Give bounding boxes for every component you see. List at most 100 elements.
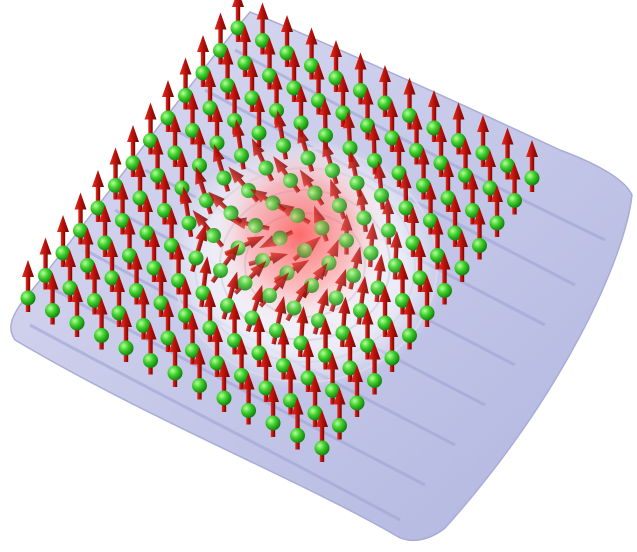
spin-arrow	[164, 207, 179, 260]
spin-sphere	[524, 170, 540, 186]
spin-sphere	[332, 418, 347, 433]
spin-sphere	[370, 280, 386, 296]
spin-arrow	[146, 230, 162, 282]
spin-sphere	[269, 323, 284, 338]
spin-sphere	[283, 173, 298, 188]
spin-sphere	[290, 208, 305, 223]
spin-arrow	[233, 260, 267, 295]
spin-arrow	[136, 287, 151, 340]
spin-sphere	[115, 213, 130, 228]
spin-sphere	[440, 190, 456, 206]
spin-sphere	[108, 178, 123, 193]
spin-sphere	[447, 225, 463, 241]
spin-sphere	[353, 83, 368, 98]
spin-sphere	[143, 133, 158, 148]
spin-sphere	[216, 170, 232, 186]
spin-arrow	[402, 297, 417, 350]
spin-sphere	[220, 298, 235, 313]
spin-sphere	[416, 178, 431, 193]
spin-arrow	[292, 236, 322, 262]
spin-sphere	[314, 440, 330, 456]
spin-arrow	[213, 144, 232, 193]
spin-arrow	[202, 290, 218, 342]
spin-arrow	[188, 223, 207, 273]
spin-sphere	[290, 428, 305, 443]
spin-sphere	[409, 143, 424, 158]
spin-sphere	[374, 188, 389, 203]
spin-sphere	[286, 80, 302, 96]
spin-sphere	[391, 165, 407, 181]
spin-sphere	[164, 238, 179, 253]
spin-arrow	[314, 410, 330, 462]
spin-sphere	[328, 70, 344, 86]
spin-arrow	[279, 15, 295, 67]
spin-arrow	[489, 185, 505, 237]
spin-arrow	[139, 195, 155, 247]
spin-arrow	[55, 215, 71, 267]
spin-arrow	[143, 102, 158, 155]
spin-sphere	[300, 150, 316, 166]
spin-arrow	[115, 182, 130, 235]
spin-sphere	[73, 223, 88, 238]
spin-sphere	[500, 158, 515, 173]
spin-sphere	[465, 203, 480, 218]
spin-arrow	[384, 320, 400, 372]
spin-arrow	[440, 160, 456, 212]
spin-sphere	[160, 110, 176, 126]
spin-arrow	[391, 135, 407, 187]
spin-sphere	[433, 155, 449, 171]
spin-arrow	[332, 387, 347, 440]
spin-sphere	[311, 93, 326, 108]
spin-arrow	[423, 182, 438, 235]
spin-sphere	[454, 260, 470, 276]
spin-sphere	[405, 235, 421, 251]
spin-arrow	[249, 188, 287, 213]
spin-arrow	[402, 77, 417, 130]
spin-arrow	[300, 340, 316, 392]
spin-arrow	[87, 262, 102, 315]
spin-sphere	[286, 300, 302, 316]
spin-sphere	[251, 345, 267, 361]
spin-arrow	[322, 139, 340, 185]
spin-arrow	[363, 222, 379, 268]
spin-sphere	[300, 370, 316, 386]
spin-sphere	[139, 225, 155, 241]
spin-sphere	[304, 58, 319, 73]
spin-sphere	[307, 405, 323, 421]
spin-arrow	[500, 127, 515, 180]
spin-arrow	[276, 327, 291, 380]
spin-sphere	[262, 68, 277, 83]
spin-sphere	[255, 253, 270, 268]
spin-arrow	[132, 160, 148, 212]
spin-arrow	[465, 172, 480, 225]
spin-arrow	[377, 65, 393, 117]
spin-arrow	[258, 350, 274, 402]
spin-sphere	[311, 313, 326, 328]
spin-sphere	[223, 205, 239, 221]
spin-sphere	[265, 195, 281, 211]
spin-arrow	[273, 156, 301, 194]
spin-sphere	[307, 185, 323, 201]
spin-sphere	[360, 118, 375, 133]
spin-arrow	[339, 213, 354, 255]
spin-arrow	[426, 90, 442, 142]
spin-sphere	[181, 215, 197, 231]
spin-arrow	[208, 191, 243, 225]
spin-arrow	[125, 125, 141, 177]
spin-sphere	[349, 395, 365, 411]
spin-arrow	[335, 296, 351, 348]
spin-arrow	[299, 169, 325, 206]
spin-arrow	[259, 229, 294, 248]
spin-sphere	[195, 285, 211, 301]
spin-arrow	[143, 322, 158, 375]
spin-sphere	[216, 390, 232, 406]
spin-arrow	[185, 312, 200, 365]
spin-arrow	[171, 242, 186, 295]
spin-arrow	[167, 115, 183, 167]
spin-sphere	[129, 283, 144, 298]
spin-arrow	[367, 342, 382, 395]
spin-sphere	[381, 223, 396, 238]
spin-arrow	[430, 217, 445, 270]
spin-sphere	[248, 218, 263, 233]
